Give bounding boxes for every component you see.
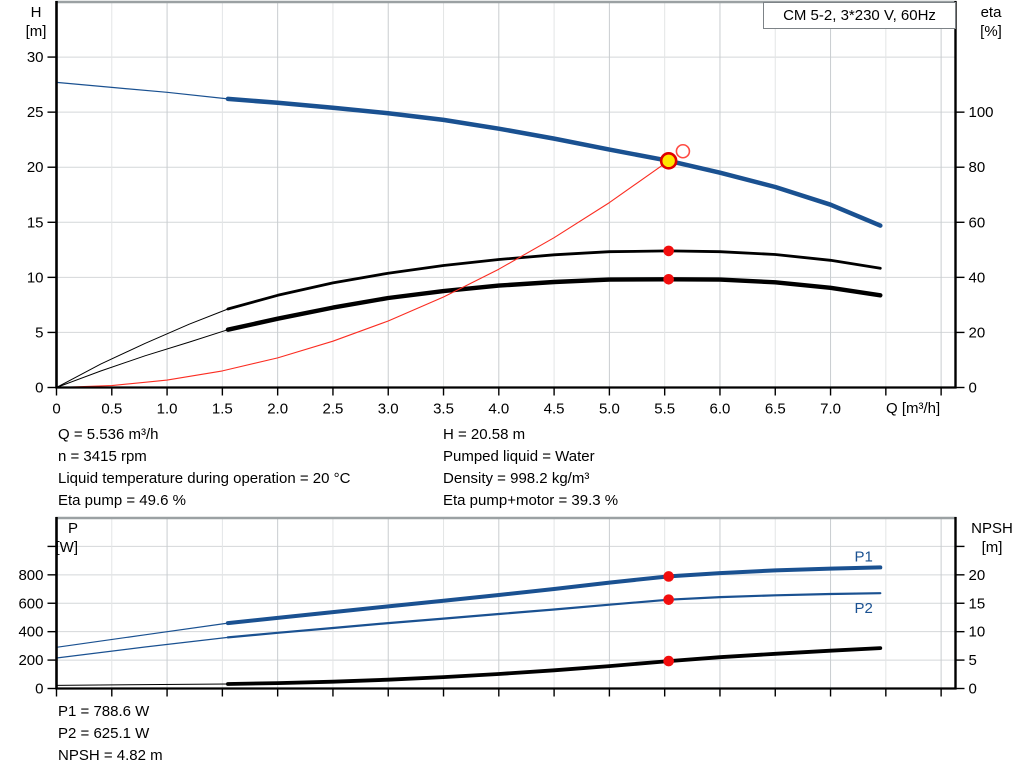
- q-axis-label: Q [m³/h]: [886, 400, 941, 417]
- y-left-tick-label: 10: [27, 269, 44, 286]
- y-left-tick-label: 25: [27, 104, 44, 121]
- y-right-tick-label: 0: [969, 380, 977, 397]
- info-line-eta-pump: Eta pump = 49.6 %: [58, 492, 186, 509]
- x-tick-label: 3.5: [433, 401, 454, 418]
- x-tick-label: 2.0: [267, 401, 288, 418]
- rated-point-marker: [675, 143, 691, 159]
- power-npsh-chart: 0 200 400 600 800 0 5 10 15 20 P1 P2: [18, 516, 986, 698]
- y-left-tick-label: 0: [35, 380, 43, 397]
- y-right-tick-label: 60: [969, 214, 986, 231]
- system-curve: [55, 160, 670, 389]
- eta-pump-motor-point: [663, 273, 674, 285]
- eta-pump-motor-curve: [225, 277, 883, 332]
- y-left-tick-label: 20: [27, 159, 44, 176]
- y-right-tick-label: 40: [969, 269, 986, 286]
- p2-curve: [226, 592, 882, 639]
- p1-curve-ext: [55, 622, 229, 648]
- info-line-p1: P1 = 788.6 W: [58, 703, 150, 720]
- y-left-tick-label: 200: [18, 652, 43, 669]
- duty-info-left: Q = 5.536 m³/h n = 3415 rpm Liquid tempe…: [58, 424, 350, 512]
- x-tick-label: 4.0: [488, 401, 509, 418]
- x-tick-label: 5.0: [599, 401, 620, 418]
- power-info: P1 = 788.6 W P2 = 625.1 W NPSH = 4.82 m: [58, 701, 163, 767]
- p1-point: [663, 571, 674, 582]
- x-tick-label: 0.5: [101, 401, 122, 418]
- y-left-tick-label: 30: [27, 49, 44, 66]
- info-line-p2: P2 = 625.1 W: [58, 725, 150, 742]
- x-tick-label: 1.0: [157, 401, 178, 418]
- info-line-n: n = 3415 rpm: [58, 448, 147, 465]
- y-left-tick-label: 15: [27, 214, 44, 231]
- x-tick-label: 4.5: [544, 401, 565, 418]
- eta-pump-motor-curve-ext: [56, 329, 229, 388]
- duty-info-right: H = 20.58 m Pumped liquid = Water Densit…: [443, 424, 618, 512]
- x-tick-label: 3.0: [378, 401, 399, 418]
- y-left-tick-label: 5: [35, 324, 43, 341]
- duty-point-marker: [659, 152, 678, 170]
- info-line-npsh: NPSH = 4.82 m: [58, 747, 163, 764]
- y-right-tick-label: 15: [969, 595, 986, 612]
- h-axis-label-line2: [m]: [25, 23, 47, 40]
- eta-axis-label-line2: [%]: [980, 23, 1002, 40]
- y-right-tick-label: 5: [969, 652, 977, 669]
- p-axis-label-line2: [W]: [55, 539, 79, 556]
- eta-axis-label: eta [%]: [971, 3, 1011, 41]
- npsh-axis-label-line1: NPSH: [971, 520, 1013, 537]
- info-line-temperature: Liquid temperature during operation = 20…: [58, 470, 351, 487]
- y-left-tick-label: 400: [18, 624, 43, 641]
- h-axis-label: H [m]: [19, 3, 53, 41]
- npsh-axis-label-line2: [m]: [981, 539, 1003, 556]
- head-curve-ext: [55, 81, 229, 100]
- y-right-tick-label: 20: [969, 567, 986, 584]
- x-tick-label: 5.5: [654, 401, 675, 418]
- y-right-tick-label: 80: [969, 159, 986, 176]
- pump-model-text: CM 5-2, 3*230 V, 60Hz: [783, 7, 936, 24]
- p2-curve-ext: [55, 636, 229, 659]
- x-tick-label: 2.5: [323, 401, 344, 418]
- eta-pump-curve: [226, 249, 882, 311]
- eta-axis-label-line1: eta: [980, 4, 1002, 21]
- x-tick-label: 6.5: [765, 401, 786, 418]
- y-right-tick-label: 0: [969, 681, 977, 698]
- npsh-point: [663, 655, 674, 667]
- y-right-tick-label: 10: [969, 624, 986, 641]
- y-left-tick-label: 0: [35, 681, 43, 698]
- head-curve: [225, 96, 883, 228]
- eta-pump-point: [663, 245, 674, 257]
- npsh-curve-ext: [56, 683, 229, 686]
- x-tick-label: 7.0: [820, 401, 841, 418]
- eta-pump-curve-ext: [56, 308, 229, 388]
- npsh-axis-label: NPSH [m]: [962, 519, 1022, 557]
- p-axis-label: P [W]: [38, 519, 79, 557]
- y-left-tick-label: 800: [18, 567, 43, 584]
- head-efficiency-chart: 0 0.5 1.0 1.5 2.0 2.5 3.0 3.5 4.0 4.5 5.0 5.5 6.0 6.5…: [27, 0, 994, 418]
- npsh-curve: [226, 646, 883, 686]
- y-left-tick-label: 600: [18, 595, 43, 612]
- p-axis-label-line1: P: [67, 520, 78, 537]
- info-line-eta-total: Eta pump+motor = 39.3 %: [443, 492, 619, 509]
- y-right-tick-label: 20: [969, 324, 986, 341]
- p2-point: [663, 594, 674, 605]
- info-line-liquid: Pumped liquid = Water: [443, 448, 595, 465]
- x-tick-label: 6.0: [710, 401, 731, 418]
- pump-model-box: CM 5-2, 3*230 V, 60Hz: [763, 2, 956, 29]
- info-line-h: H = 20.58 m: [443, 426, 526, 443]
- series-label-p1: P1: [855, 548, 873, 565]
- y-right-tick-label: 100: [969, 104, 994, 121]
- p1-curve: [225, 565, 883, 626]
- x-tick-label: 1.5: [212, 401, 233, 418]
- series-label-p2: P2: [855, 600, 873, 617]
- x-tick-label: 0: [52, 401, 60, 418]
- info-line-density: Density = 998.2 kg/m³: [443, 470, 590, 487]
- h-axis-label-line1: H: [30, 4, 42, 21]
- info-line-q: Q = 5.536 m³/h: [58, 426, 159, 443]
